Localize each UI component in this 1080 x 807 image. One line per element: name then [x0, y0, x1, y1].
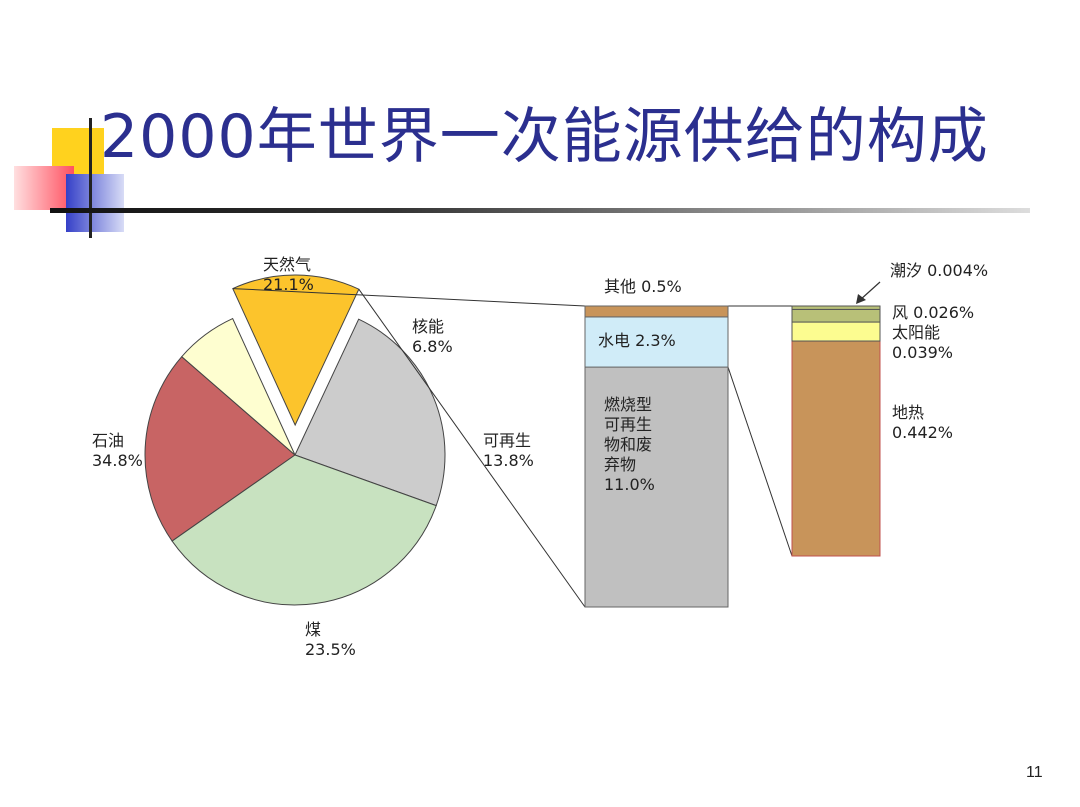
bar1-label-combustible-line-1: 燃烧型: [604, 395, 652, 414]
bar2-segment-tidal: [791, 305, 881, 310]
bar1-segment-other: [584, 305, 729, 318]
pie-slice-coal: [294, 318, 446, 507]
page-number: 11: [1026, 764, 1043, 781]
connector-lines: [232, 281, 881, 608]
other-renewables-breakdown-bar: [791, 305, 881, 557]
bar2-label-wind: 风 0.026%: [892, 303, 974, 322]
bar1-label-combustible-line-3: 物和废: [604, 435, 652, 454]
connector-pie-top: [232, 288, 586, 307]
pie-label-nuclear-value: 6.8%: [412, 337, 453, 356]
bar2-label-tidal: 潮汐 0.004%: [890, 261, 988, 280]
pie-label-nuclear-name: 核能: [412, 317, 444, 336]
title-rule: [50, 208, 1030, 213]
bar1-label-combustible-line-4: 弃物: [604, 455, 636, 474]
decor-red-square: [14, 166, 74, 210]
connector-pie-bottom: [358, 288, 586, 608]
pie-slice-natural-gas: [144, 355, 296, 542]
bar1-label-other: 其他 0.5%: [604, 277, 682, 296]
decor-blue-square: [66, 174, 124, 232]
pie-slice-nuclear: [181, 317, 296, 456]
tidal-arrow-line: [859, 281, 881, 301]
bar2-segment-wind: [791, 308, 881, 323]
page-title: 2000年世界一次能源供给的构成: [100, 102, 989, 172]
tidal-arrow-head: [856, 294, 866, 304]
bar1-segment-hydro: [584, 316, 729, 368]
pie-label-oil-value: 34.8%: [92, 451, 143, 470]
pie-label-coal-value: 23.5%: [305, 640, 356, 659]
bar1-label-combustible-line-5: 11.0%: [604, 475, 655, 494]
bar1-segment-combustible: [584, 366, 729, 608]
pie-label-renewables-name: 可再生: [483, 431, 531, 450]
pie-chart: [144, 274, 446, 606]
bar2-label-solar-line-1: 太阳能: [892, 323, 940, 342]
renewables-breakdown-bar: [584, 305, 729, 608]
bar2-segment-geothermal: [791, 340, 881, 557]
decor-vertical-line: [89, 118, 92, 238]
pie-label-coal-name: 煤: [305, 620, 321, 639]
pie-slice-oil: [171, 454, 437, 606]
pie-label-oil-name: 石油: [92, 431, 124, 450]
bar2-label-geothermal-line-1: 地热: [892, 403, 924, 422]
bar1-label-combustible-line-2: 可再生: [604, 415, 652, 434]
pie-label-natural-gas-value: 21.1%: [263, 275, 314, 294]
pie-label-renewables-value: 13.8%: [483, 451, 534, 470]
pie-slice-renewables: [232, 274, 360, 427]
pie-label-natural-gas-name: 天然气: [263, 255, 311, 274]
bar1-label-hydro: 水电 2.3%: [598, 331, 676, 350]
bar2-label-solar-line-2: 0.039%: [892, 343, 953, 362]
bar2-segment-solar: [791, 321, 881, 342]
connector-bar-bottom: [727, 366, 793, 557]
bar2-label-geothermal-line-2: 0.442%: [892, 423, 953, 442]
